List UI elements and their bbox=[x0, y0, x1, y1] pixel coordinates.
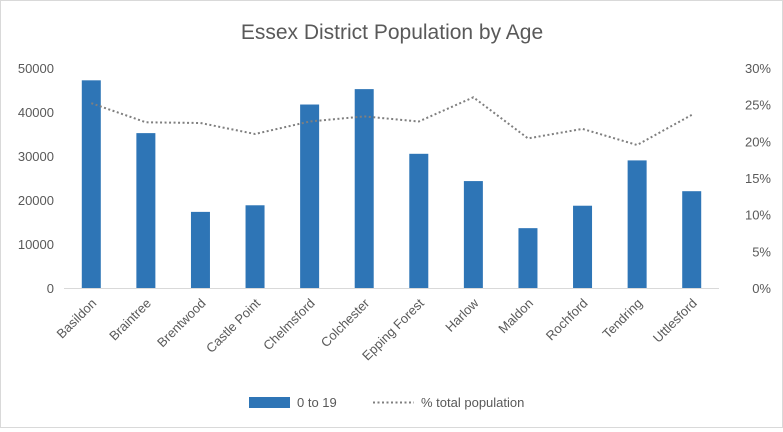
legend-label-line: % total population bbox=[421, 395, 524, 410]
x-category-label: Maldon bbox=[495, 296, 536, 337]
bar bbox=[518, 228, 538, 288]
bar bbox=[354, 89, 374, 289]
y-right-tick-label: 5% bbox=[752, 244, 771, 259]
bar bbox=[463, 181, 483, 288]
bar bbox=[190, 211, 210, 288]
y-right-tick-label: 15% bbox=[745, 171, 771, 186]
x-category-label: Braintree bbox=[106, 296, 154, 344]
y-right-tick-label: 30% bbox=[745, 61, 771, 76]
y-right-tick-label: 20% bbox=[745, 134, 771, 149]
legend-swatch-bar bbox=[249, 397, 290, 408]
x-category-label: Chelmsford bbox=[260, 296, 318, 354]
bar bbox=[300, 104, 320, 289]
x-category-label: Brentwood bbox=[154, 296, 209, 351]
bar bbox=[245, 205, 265, 288]
x-category-label: Castle Point bbox=[203, 295, 263, 355]
y-left-tick-label: 30000 bbox=[18, 149, 54, 164]
bar bbox=[409, 153, 429, 288]
bar bbox=[682, 191, 702, 288]
x-category-label: Tendring bbox=[599, 296, 645, 342]
bar bbox=[627, 160, 647, 288]
percent-line bbox=[90, 96, 693, 147]
x-category-label: Basildon bbox=[54, 296, 100, 342]
x-category-label: Harlow bbox=[442, 295, 482, 335]
bar bbox=[136, 133, 156, 288]
y-left-tick-label: 40000 bbox=[18, 105, 54, 120]
y-left-tick-label: 20000 bbox=[18, 193, 54, 208]
x-category-label: Uttlesford bbox=[650, 296, 700, 346]
x-category-label: Colchester bbox=[318, 295, 373, 350]
y-right-tick-label: 25% bbox=[745, 98, 771, 113]
legend: 0 to 19 % total population bbox=[249, 395, 524, 410]
x-category-label: Rochford bbox=[543, 296, 591, 344]
y-right-tick-label: 0% bbox=[752, 281, 771, 296]
bar bbox=[81, 80, 101, 288]
y-right-tick-label: 10% bbox=[745, 208, 771, 223]
y-left-tick-label: 50000 bbox=[18, 61, 54, 76]
legend-label-bar: 0 to 19 bbox=[297, 395, 337, 410]
y-left-tick-label: 10000 bbox=[18, 237, 54, 252]
bar bbox=[573, 205, 593, 288]
chart-title: Essex District Population by Age bbox=[241, 21, 543, 44]
y-left-tick-label: 0 bbox=[47, 281, 54, 296]
plot-area: 0 10000 20000 30000 40000 50000 0% 5% 10% 15% 20% 2… bbox=[18, 61, 772, 363]
